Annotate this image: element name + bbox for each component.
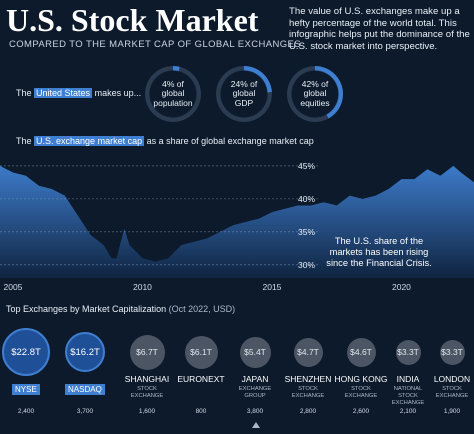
- x-tick-label: 2010: [133, 282, 152, 292]
- exchange-listing-count: 3,700: [76, 408, 94, 415]
- y-tick-label: 40%: [298, 194, 315, 204]
- exchanges-unit: (Oct 2022, USD): [168, 304, 236, 314]
- exchange-bubble: $3.3T: [439, 339, 465, 365]
- stat-label: equities: [300, 97, 330, 108]
- exchange-name: EURONEXT: [177, 374, 225, 384]
- stat-ring-gdp: 24% of global GDP: [216, 66, 272, 122]
- stat-value: 42% of: [301, 78, 329, 89]
- exchange-subtitle: NATIONAL STOCK EXCHANGE: [391, 386, 425, 406]
- share-highlight: U.S. exchange market cap: [34, 136, 145, 146]
- exchange-listing-count: 2,100: [399, 408, 417, 415]
- exchange-bubble: $22.8T: [2, 328, 50, 376]
- y-tick-label: 35%: [298, 227, 315, 237]
- exchange-subtitle: STOCK EXCHANGE: [130, 386, 164, 399]
- exchange-listing-count: 800: [195, 408, 207, 415]
- exchange-listing-count: 3,800: [246, 408, 264, 415]
- exchange-subtitle: EXCHANGE GROUP: [238, 386, 272, 399]
- x-tick-label: 2015: [263, 282, 282, 292]
- exchange-name-badge: NASDAQ: [65, 384, 105, 395]
- exchange-bubble: $4.6T: [346, 337, 376, 367]
- exchange-name: LONDON: [433, 374, 471, 384]
- exchange-bubble: $6.1T: [184, 335, 218, 369]
- arrow-up-icon: [252, 422, 260, 428]
- market-share-chart: 30% 35% 40% 45% 2005 2010 2015 2020: [0, 161, 474, 292]
- x-tick-label: 2020: [392, 282, 411, 292]
- exchange-subtitle: STOCK EXCHANGE: [291, 386, 325, 399]
- exchange-listing-count: 1,600: [138, 408, 156, 415]
- share-suffix: as a share of global exchange market cap: [146, 136, 314, 146]
- y-tick-label: 30%: [298, 260, 315, 270]
- stat-ring-population: 4% of global population: [145, 66, 201, 122]
- exchange-name: SHANGHAI: [124, 374, 170, 384]
- share-prefix: The: [16, 136, 32, 146]
- stat-value: 4% of: [162, 78, 184, 89]
- exchange-bubble: $5.4T: [239, 336, 271, 368]
- exchange-listing-count: 1,900: [443, 408, 461, 415]
- exchanges-header: Top Exchanges by Market Capitalization (…: [6, 304, 235, 314]
- exchange-bubble: $6.7T: [129, 334, 165, 370]
- exchange-subtitle: STOCK EXCHANGE: [435, 386, 469, 399]
- stat-label: global: [232, 88, 256, 99]
- page-subtitle: COMPARED TO THE MARKET CAP OF GLOBAL EXC…: [9, 39, 302, 50]
- exchange-bubble: $16.2T: [65, 332, 105, 372]
- x-tick-label: 2005: [3, 282, 22, 292]
- makes-up-label: The United States makes up...: [16, 88, 141, 98]
- exchange-name-badge: NYSE: [12, 384, 40, 395]
- exchange-listing-count: 2,400: [17, 408, 35, 415]
- share-area: [0, 165, 474, 278]
- makes-up-prefix: The: [16, 88, 32, 98]
- makes-up-highlight: United States: [34, 88, 93, 98]
- stat-label: population: [153, 97, 193, 108]
- share-label: The U.S. exchange market cap as a share …: [16, 136, 314, 146]
- exchange-listing-count: 2,800: [299, 408, 317, 415]
- y-tick-label: 45%: [298, 161, 315, 171]
- exchanges-title: Top Exchanges by Market Capitalization: [6, 304, 167, 314]
- stat-ring-equities: 42% of global equities: [287, 66, 343, 122]
- stat-label: GDP: [234, 97, 254, 108]
- exchange-listing-count: 2,600: [352, 408, 370, 415]
- exchange-bubble: $3.3T: [395, 339, 421, 365]
- intro-text: The value of U.S. exchanges make up a he…: [289, 6, 470, 52]
- exchange-name: INDIA: [396, 374, 420, 384]
- exchange-name: HONG KONG: [334, 374, 388, 384]
- stat-value: 24% of: [230, 78, 258, 89]
- exchange-bubble: $4.7T: [293, 337, 323, 367]
- page-title: U.S. Stock Market: [6, 2, 259, 38]
- chart-annotation: The U.S. share of the markets has been r…: [326, 236, 432, 268]
- makes-up-suffix: makes up...: [94, 88, 142, 98]
- stat-label: global: [303, 88, 327, 99]
- exchange-name: JAPAN: [241, 374, 269, 384]
- stat-label: global: [161, 88, 185, 99]
- exchange-name: SHENZHEN: [284, 374, 332, 384]
- exchange-subtitle: STOCK EXCHANGE: [344, 386, 378, 399]
